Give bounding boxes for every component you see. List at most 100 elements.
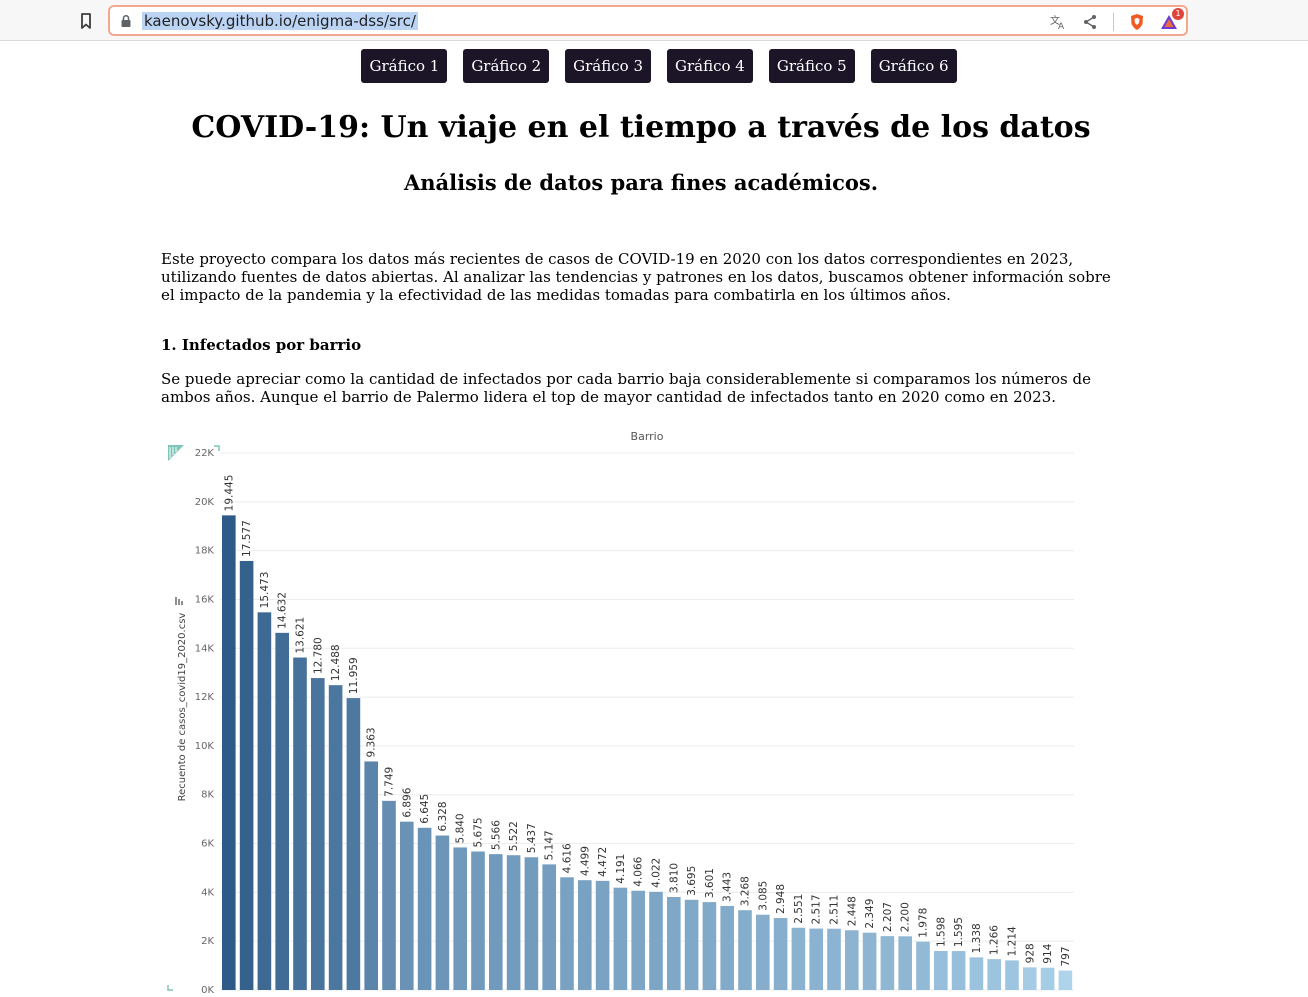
bar-data-label: 2.349 xyxy=(864,899,876,929)
bar[interactable] xyxy=(239,560,254,990)
bar-chart-svg: 0K 2K 4K 6K 8K 10K 12K 14K 16K 18K 20K 22K 19.445 17… xyxy=(167,430,1074,996)
bar[interactable] xyxy=(773,918,788,990)
bar[interactable] xyxy=(417,827,432,990)
bar[interactable] xyxy=(542,864,556,990)
bar[interactable] xyxy=(293,657,307,990)
bar[interactable] xyxy=(667,897,681,990)
bar[interactable] xyxy=(738,910,752,990)
bar[interactable] xyxy=(969,957,984,990)
svg-text:A: A xyxy=(1058,22,1065,30)
bar[interactable] xyxy=(435,835,450,990)
bar[interactable] xyxy=(827,928,841,990)
bar-data-label: 11.959 xyxy=(348,657,360,694)
y-axis-label: Recuento de casos_covid19_2020.csv xyxy=(177,613,188,802)
bar[interactable] xyxy=(1005,960,1019,990)
bar[interactable] xyxy=(560,877,574,990)
bar-data-label: 6.896 xyxy=(401,787,413,817)
bar-data-label: 3.443 xyxy=(722,872,734,902)
page-subtitle: Análisis de datos para fines académicos. xyxy=(403,170,879,195)
nav-button-grafico-5[interactable]: Gráfico 5 xyxy=(768,49,855,83)
bar[interactable] xyxy=(275,632,289,990)
bar[interactable] xyxy=(720,905,734,990)
bar[interactable] xyxy=(684,899,699,990)
chart-toolbar-icon[interactable] xyxy=(168,445,184,461)
bar[interactable] xyxy=(1040,967,1055,990)
bar-data-label: 4.616 xyxy=(562,843,574,873)
bar[interactable] xyxy=(382,800,396,990)
bar[interactable] xyxy=(1023,967,1037,990)
bar[interactable] xyxy=(328,685,343,990)
bar-data-label: 3.695 xyxy=(686,866,698,896)
sort-icon[interactable] xyxy=(175,597,183,605)
bar[interactable] xyxy=(471,851,485,990)
bar-data-label: 1.214 xyxy=(1007,926,1019,956)
bar[interactable] xyxy=(222,515,236,990)
bar[interactable] xyxy=(506,855,521,990)
bar[interactable] xyxy=(880,936,895,990)
bar[interactable] xyxy=(311,678,325,990)
translate-icon[interactable]: 文 A xyxy=(1049,13,1067,31)
bar[interactable] xyxy=(791,927,806,990)
share-icon[interactable] xyxy=(1081,13,1099,31)
nav-button-grafico-2[interactable]: Gráfico 2 xyxy=(463,49,550,83)
section-heading: 1. Infectados por barrio xyxy=(161,336,362,354)
lock-icon[interactable] xyxy=(120,14,132,28)
bar-data-label: 3.085 xyxy=(757,881,769,911)
bar-data-label: 13.621 xyxy=(295,617,307,654)
bar[interactable] xyxy=(934,950,948,990)
bar-data-label: 9.363 xyxy=(366,727,378,757)
bar-data-label: 2.517 xyxy=(811,894,823,924)
bar-data-label: 2.948 xyxy=(775,884,787,914)
nav-button-grafico-6[interactable]: Gráfico 6 xyxy=(870,49,957,83)
bar[interactable] xyxy=(346,698,361,990)
bar-data-label: 1.266 xyxy=(989,925,1001,955)
intro-paragraph: Este proyecto compara los datos más reci… xyxy=(161,250,1111,304)
bar-data-label: 14.632 xyxy=(277,592,289,629)
y-tick-label: 2K xyxy=(201,936,214,947)
corner-marker-bottom xyxy=(167,985,173,991)
bar[interactable] xyxy=(951,951,966,990)
bar-data-label: 1.978 xyxy=(918,908,930,938)
bar[interactable] xyxy=(400,821,414,990)
bar[interactable] xyxy=(453,847,467,990)
bar-chart[interactable]: 0K 2K 4K 6K 8K 10K 12K 14K 16K 18K 20K 22K 19.445 17… xyxy=(160,425,1090,997)
bar[interactable] xyxy=(862,932,877,990)
bar[interactable] xyxy=(898,936,912,990)
svg-text:文: 文 xyxy=(1050,14,1060,27)
action-divider xyxy=(1113,13,1114,31)
bar[interactable] xyxy=(845,930,859,990)
address-bar[interactable]: kaenovsky.github.io/enigma-dss/src/ 文 A xyxy=(108,5,1188,36)
bar[interactable] xyxy=(524,857,539,990)
bar[interactable] xyxy=(1058,970,1073,990)
bar[interactable] xyxy=(649,891,663,990)
bar[interactable] xyxy=(809,928,823,990)
y-tick-label: 20K xyxy=(195,497,215,508)
url-text[interactable]: kaenovsky.github.io/enigma-dss/src/ xyxy=(142,12,418,30)
nav-button-grafico-3[interactable]: Gráfico 3 xyxy=(565,49,651,83)
bar[interactable] xyxy=(916,941,930,990)
bar[interactable] xyxy=(595,880,610,990)
bar[interactable] xyxy=(987,959,1001,990)
y-tick-label: 18K xyxy=(195,546,215,557)
bar[interactable] xyxy=(702,902,717,990)
bar[interactable] xyxy=(613,887,628,990)
bookmark-icon[interactable] xyxy=(78,12,94,30)
brave-shield-icon[interactable] xyxy=(1128,13,1146,31)
bar-data-label: 5.147 xyxy=(544,830,556,860)
bar-data-label: 5.437 xyxy=(526,823,538,853)
y-tick-label: 8K xyxy=(201,790,214,801)
bar[interactable] xyxy=(489,854,503,990)
grid-lines xyxy=(220,452,1074,991)
nav-button-grafico-1[interactable]: Gráfico 1 xyxy=(361,49,448,83)
brave-rewards-icon[interactable]: 1 xyxy=(1160,8,1184,31)
bar[interactable] xyxy=(578,880,592,990)
nav-button-grafico-4[interactable]: Gráfico 4 xyxy=(667,49,753,83)
bar-data-label: 4.191 xyxy=(615,854,627,884)
bar-data-label: 797 xyxy=(1060,946,1072,966)
bar[interactable] xyxy=(756,914,770,990)
bar-data-label: 2.200 xyxy=(900,902,912,932)
bar-data-label: 15.473 xyxy=(259,572,271,609)
bar[interactable] xyxy=(631,890,645,990)
bar[interactable] xyxy=(257,612,272,990)
bar[interactable] xyxy=(364,761,378,990)
